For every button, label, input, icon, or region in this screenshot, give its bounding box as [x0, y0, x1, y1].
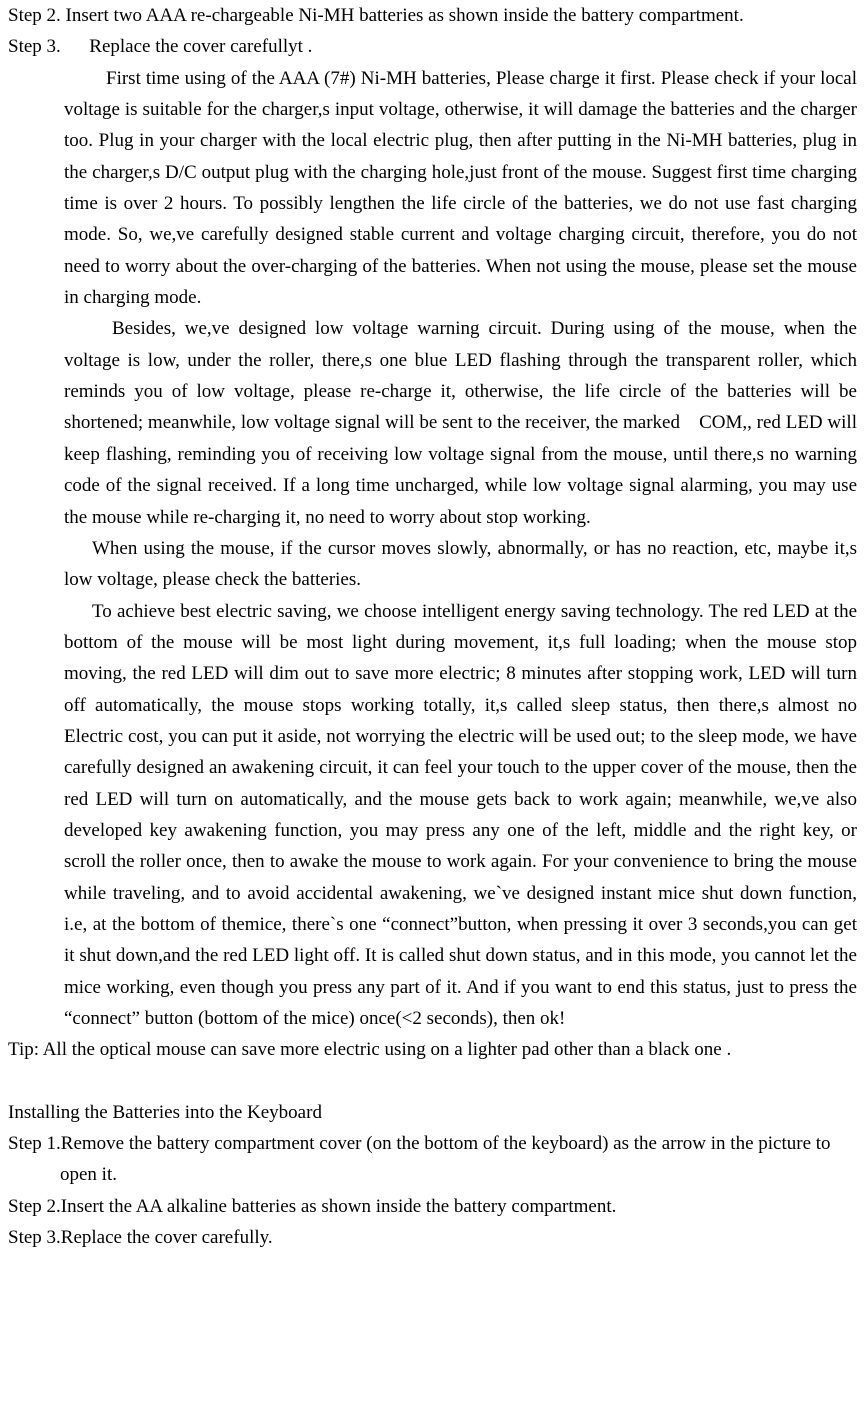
keyboard-step-1: Step 1.Remove the battery compartment co…	[8, 1128, 857, 1191]
para-achieve: To achieve best electric saving, we choo…	[8, 596, 857, 1035]
keyboard-step-2: Step 2.Insert the AA alkaline batteries …	[8, 1191, 857, 1222]
mouse-step-3: Step 3. Replace the cover carefullyt .	[8, 31, 857, 62]
mouse-step-3-text: Replace the cover carefullyt .	[89, 36, 312, 57]
para-first-time: First time using of the AAA (7#) Ni-MH b…	[8, 63, 857, 314]
mouse-step-3-label: Step 3.	[8, 36, 61, 57]
tip-line: Tip: All the optical mouse can save more…	[8, 1034, 857, 1065]
keyboard-section-title: Installing the Batteries into the Keyboa…	[8, 1097, 857, 1128]
para-besides: Besides, we,ve designed low voltage warn…	[8, 313, 857, 532]
mouse-step-2: Step 2. Insert two AAA re-chargeable Ni-…	[8, 0, 857, 31]
blank-spacer	[8, 1066, 857, 1097]
para-when-using: When using the mouse, if the cursor move…	[8, 533, 857, 596]
keyboard-step-3: Step 3.Replace the cover carefully.	[8, 1222, 857, 1253]
